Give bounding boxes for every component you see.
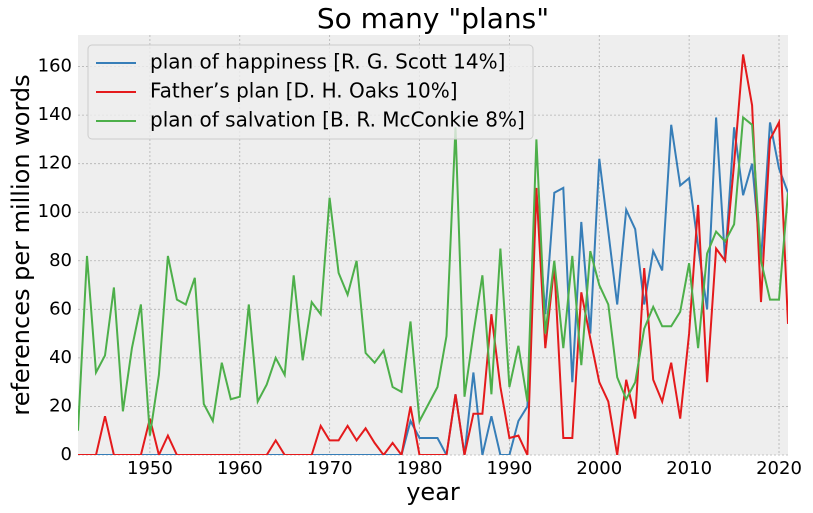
legend-box (87, 44, 534, 140)
y-axis-label: references per million words (7, 74, 35, 415)
y-tick-label: 40 (49, 347, 72, 368)
y-tick-label: 20 (49, 395, 72, 416)
y-tick-label: 100 (38, 201, 72, 222)
chart-title: So many "plans" (317, 2, 549, 35)
series-line (78, 117, 788, 455)
legend-label: Father’s plan [D. H. Oaks 10%] (150, 79, 458, 103)
x-tick-label: 1990 (486, 458, 532, 479)
y-tick-label: 160 (38, 56, 72, 77)
x-tick-label: 1960 (217, 458, 263, 479)
y-tick-label: 120 (38, 153, 72, 174)
y-tick-label: 0 (61, 444, 72, 465)
series-line (78, 54, 788, 455)
x-tick-label: 1950 (127, 458, 173, 479)
y-tick-label: 80 (49, 250, 72, 271)
y-tick-label: 60 (49, 298, 72, 319)
legend-label: plan of happiness [R. G. Scott 14%] (150, 50, 505, 74)
x-tick-label: 2010 (666, 458, 712, 479)
y-tick-label: 140 (38, 104, 72, 125)
series-line (78, 115, 788, 436)
x-tick-label: 2000 (576, 458, 622, 479)
x-tick-label: 2020 (756, 458, 802, 479)
x-tick-label: 1980 (397, 458, 443, 479)
legend-label: plan of salvation [B. R. McConkie 8%] (150, 108, 525, 132)
x-tick-label: 1970 (307, 458, 353, 479)
x-axis-label: year (406, 478, 460, 506)
